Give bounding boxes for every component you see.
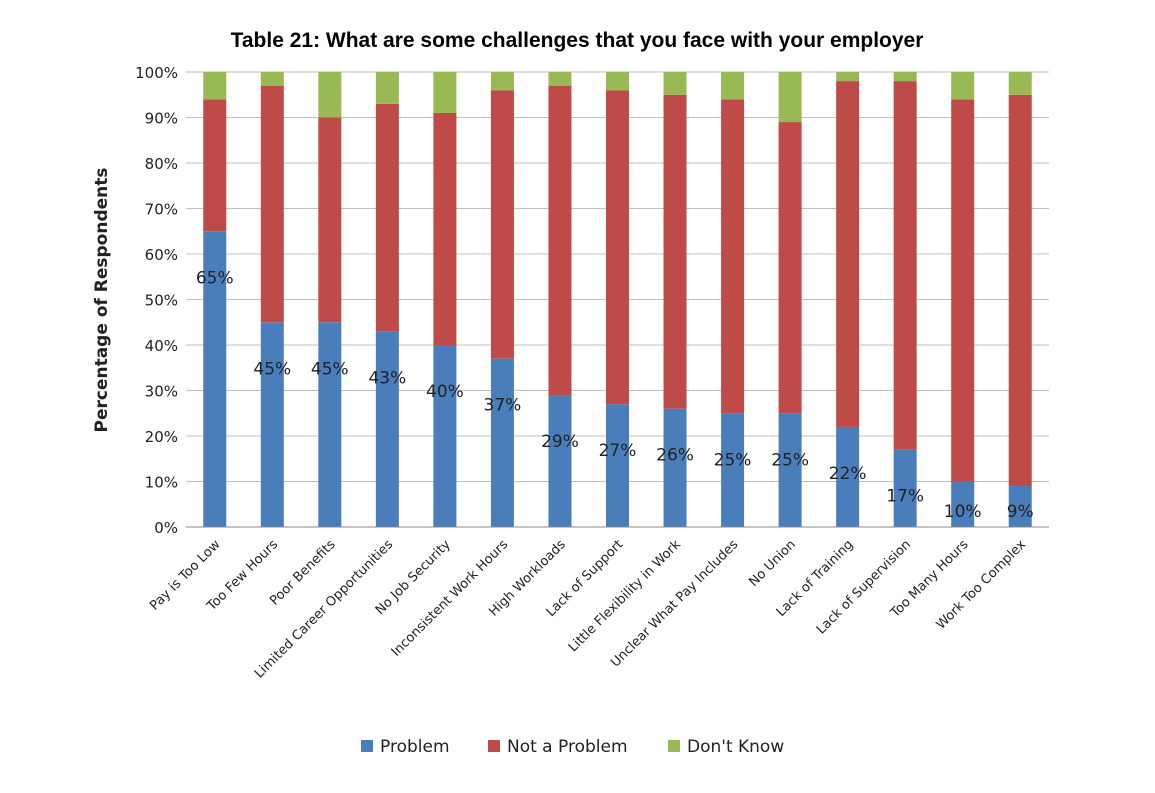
legend-label: Don't Know bbox=[687, 737, 784, 757]
bar-segment bbox=[260, 72, 284, 86]
data-label: 10% bbox=[944, 502, 982, 522]
bar-segment bbox=[951, 99, 975, 482]
category-label: Little Flexibility in Work bbox=[566, 537, 684, 655]
bar-segment bbox=[663, 94, 687, 409]
bar-segment bbox=[548, 395, 572, 527]
y-tick-label: 100% bbox=[135, 64, 178, 82]
legend-swatch bbox=[488, 740, 500, 752]
legend-swatch bbox=[361, 740, 373, 752]
data-label: 25% bbox=[771, 450, 809, 470]
bar-segment bbox=[1008, 94, 1032, 487]
category-label: No Union bbox=[746, 537, 799, 590]
category-label: Inconsistent Work Hours bbox=[389, 537, 512, 660]
y-tick-label: 30% bbox=[145, 383, 178, 401]
data-label: 40% bbox=[426, 382, 464, 402]
bar-segment bbox=[893, 72, 917, 82]
bar-segment bbox=[605, 404, 630, 527]
bar-segment bbox=[203, 99, 227, 232]
chart-title: Table 21: What are some challenges that … bbox=[231, 29, 924, 52]
bar-segment bbox=[778, 72, 802, 123]
bar-segment bbox=[951, 481, 975, 527]
data-label: 43% bbox=[368, 368, 406, 388]
bar-segment bbox=[490, 358, 514, 527]
bar-segment bbox=[433, 72, 457, 113]
bar-segment bbox=[203, 72, 227, 100]
bar-segment bbox=[375, 331, 399, 527]
y-tick-label: 80% bbox=[145, 155, 178, 173]
bar-segment bbox=[778, 413, 802, 527]
bar-segment bbox=[721, 413, 745, 527]
bar-segment bbox=[433, 345, 457, 527]
y-tick-label: 40% bbox=[145, 337, 178, 355]
bar-segment bbox=[260, 322, 284, 527]
bar-segment bbox=[433, 112, 457, 345]
data-label: 65% bbox=[196, 268, 234, 288]
bar-segment bbox=[836, 81, 860, 427]
y-tick-label: 50% bbox=[145, 292, 178, 310]
bar-segment bbox=[375, 103, 399, 332]
bar-segment bbox=[490, 72, 514, 91]
bar-segment bbox=[490, 90, 514, 359]
y-tick-label: 0% bbox=[154, 519, 178, 537]
category-label: Unclear What Pay Includes bbox=[608, 537, 741, 670]
bar-segment bbox=[721, 99, 745, 414]
bar-segment bbox=[318, 72, 342, 118]
legend: Problem Not a Problem Don't Know bbox=[361, 737, 784, 757]
legend-label: Not a Problem bbox=[507, 737, 628, 757]
bar-segment bbox=[721, 72, 745, 100]
data-label: 17% bbox=[886, 487, 924, 507]
bar-segment bbox=[1008, 486, 1032, 527]
data-label: 22% bbox=[829, 464, 867, 484]
bar-segment bbox=[318, 322, 342, 527]
bars bbox=[203, 72, 1032, 527]
bar-segment bbox=[375, 72, 399, 104]
y-tick-label: 70% bbox=[145, 201, 178, 219]
y-tick-label: 60% bbox=[145, 246, 178, 264]
bar-segment bbox=[605, 72, 630, 91]
bar-segment bbox=[605, 90, 630, 405]
bar-segment bbox=[203, 231, 227, 527]
bar-segment bbox=[318, 117, 342, 323]
data-label: 26% bbox=[656, 446, 694, 466]
bar-segment bbox=[951, 72, 975, 100]
bar-segment bbox=[548, 85, 572, 396]
bar-segment bbox=[778, 122, 802, 414]
y-axis-ticks: 0% 10% 20% 30% 40% 50% 60% 70% 80% 90% 100% bbox=[135, 64, 178, 537]
bar-segment bbox=[548, 72, 572, 86]
bar-segment bbox=[663, 72, 687, 95]
bar-segment bbox=[836, 72, 860, 82]
bar-segment bbox=[893, 81, 917, 450]
y-tick-label: 10% bbox=[145, 474, 178, 492]
bar-segment bbox=[1008, 72, 1032, 95]
bar-segment bbox=[663, 408, 687, 527]
legend-label: Problem bbox=[380, 737, 450, 757]
bar-segment bbox=[260, 85, 284, 323]
y-tick-label: 90% bbox=[145, 110, 178, 128]
category-label: Lack of Supervision bbox=[814, 537, 914, 637]
bar-segment bbox=[893, 449, 917, 527]
data-label: 29% bbox=[541, 432, 579, 452]
data-label: 9% bbox=[1007, 502, 1034, 522]
legend-swatch bbox=[668, 740, 680, 752]
data-labels: 65% 45% 45% 43% 40% 37% 29% 27% 26% 25% 25% 22% 17% 1… bbox=[196, 268, 1034, 522]
data-label: 25% bbox=[714, 450, 752, 470]
y-tick-label: 20% bbox=[145, 428, 178, 446]
data-label: 45% bbox=[253, 359, 291, 379]
data-label: 27% bbox=[599, 441, 637, 461]
y-axis-label: Percentage of Respondents bbox=[92, 167, 112, 432]
data-label: 37% bbox=[484, 396, 522, 416]
data-label: 45% bbox=[311, 359, 349, 379]
bar-segment bbox=[836, 426, 860, 527]
